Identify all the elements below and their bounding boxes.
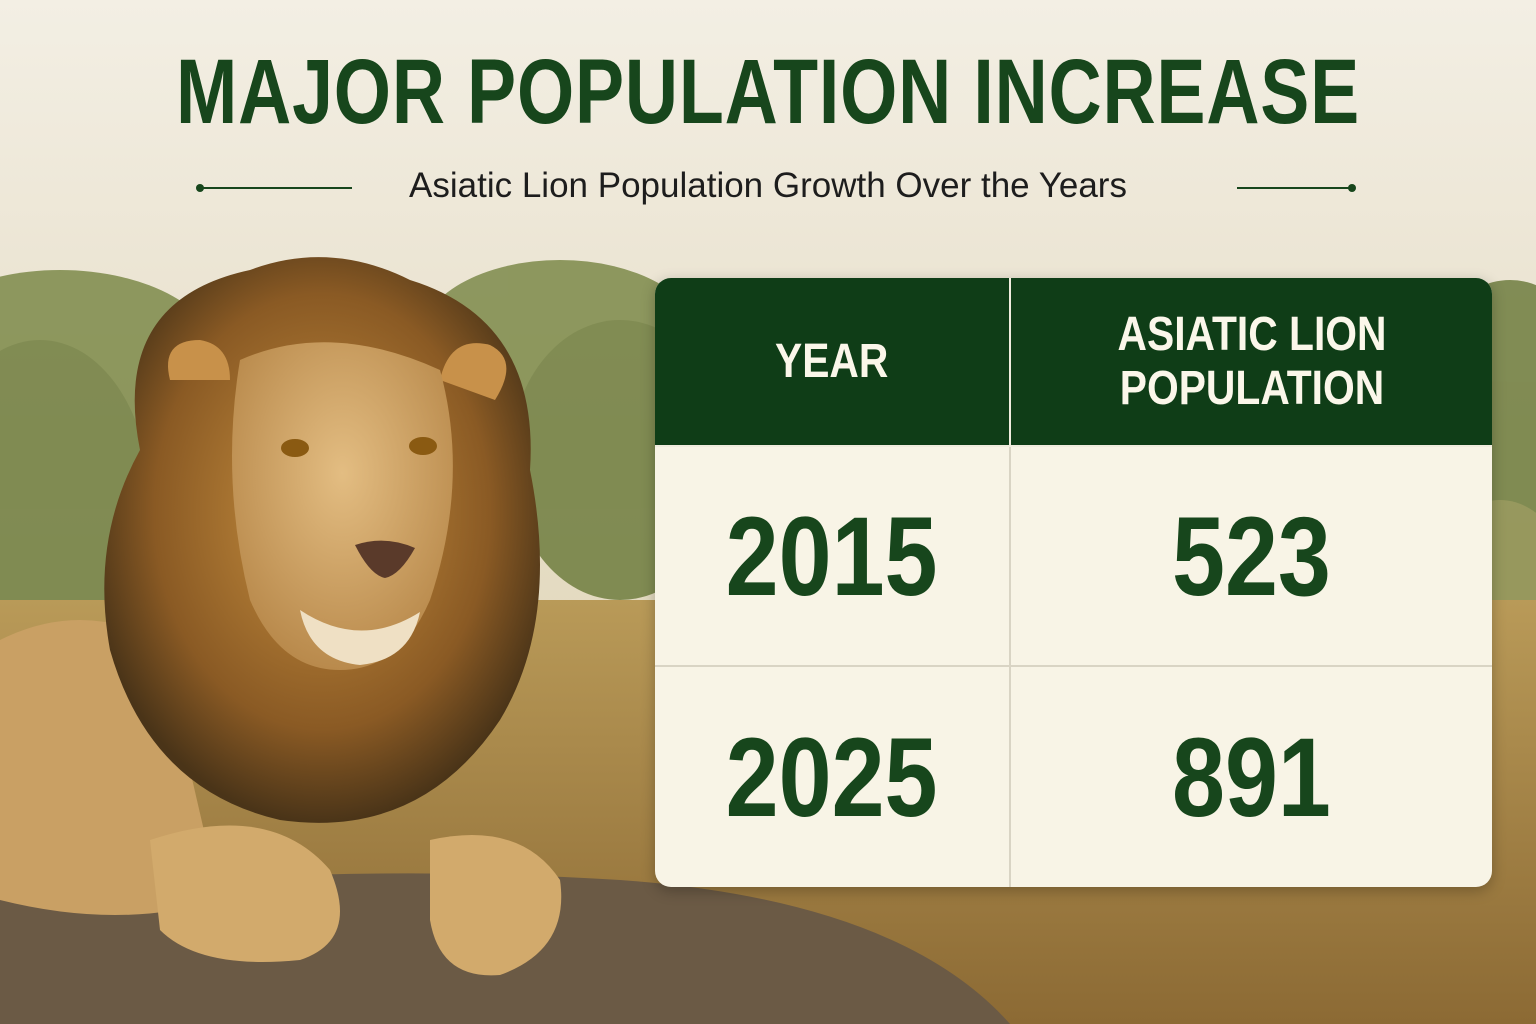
year: 2025 <box>726 714 938 840</box>
table-cell: 891 <box>1011 667 1492 887</box>
table-cell: 2015 <box>655 447 1011 667</box>
scene-shape <box>281 439 309 457</box>
rule-dot <box>196 184 204 192</box>
header-text: YEAR <box>775 334 889 388</box>
subtitle: Asiatic Lion Population Growth Over the … <box>409 166 1127 205</box>
scene-shape <box>168 340 230 380</box>
year: 2015 <box>726 493 938 619</box>
title-wrap: MAJOR POPULATION INCREASE <box>0 40 1536 145</box>
scene-shape <box>232 342 453 670</box>
lion <box>0 257 562 976</box>
header-cell: ASIATIC LION POPULATION <box>1011 278 1492 447</box>
scene-shape <box>150 825 340 962</box>
table-cell: 2025 <box>655 667 1011 887</box>
table: YEAR ASIATIC LION POPULATION 2015 523 20… <box>655 278 1492 887</box>
subtitle-rules <box>196 184 1356 192</box>
scene-shape <box>440 343 507 400</box>
scene-shape <box>430 835 562 976</box>
header-text: ASIATIC LION POPULATION <box>1117 307 1386 415</box>
population: 523 <box>1172 493 1331 619</box>
scene-shape <box>300 610 420 665</box>
scene-shape <box>409 437 437 455</box>
header-cell: YEAR <box>655 278 1011 447</box>
title: MAJOR POPULATION INCREASE <box>175 41 1361 143</box>
table-cell: 523 <box>1011 447 1492 667</box>
population: 891 <box>1172 714 1331 840</box>
rule-dot <box>1348 184 1356 192</box>
scene-shape <box>355 540 415 578</box>
